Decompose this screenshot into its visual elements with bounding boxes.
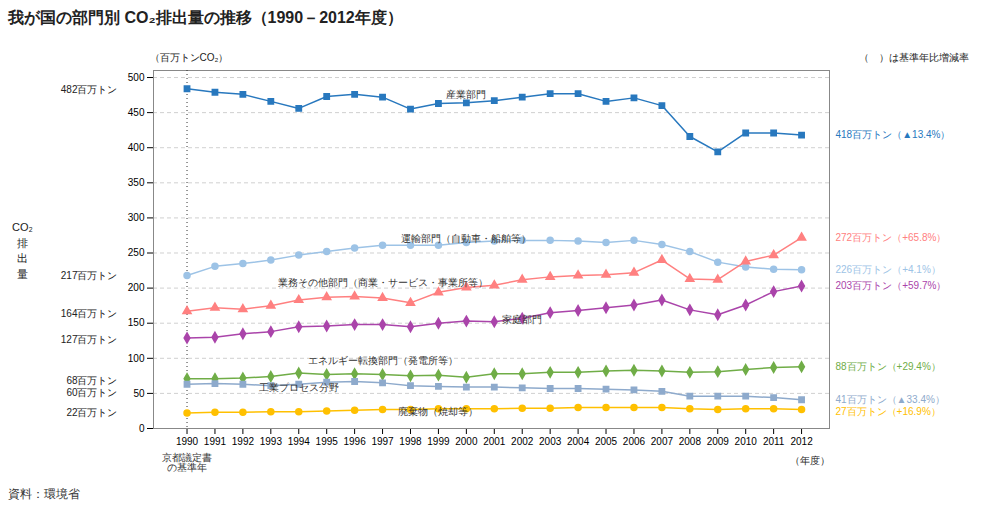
svg-text:1992: 1992 — [232, 436, 255, 447]
svg-text:250: 250 — [128, 247, 145, 258]
svg-text:2011: 2011 — [763, 436, 785, 447]
svg-text:1994: 1994 — [288, 436, 311, 447]
svg-text:2012: 2012 — [790, 436, 813, 447]
svg-text:2002: 2002 — [511, 436, 534, 447]
svg-text:127百万トン: 127百万トン — [61, 334, 118, 345]
svg-text:68百万トン: 68百万トン — [66, 375, 117, 386]
svg-text:CO₂排出量: CO₂排出量 — [12, 221, 33, 279]
svg-text:家庭部門: 家庭部門 — [502, 314, 542, 325]
svg-text:工業プロセス分野: 工業プロセス分野 — [259, 382, 339, 393]
svg-text:1995: 1995 — [316, 436, 339, 447]
svg-text:京都議定書の基準年: 京都議定書の基準年 — [162, 452, 212, 473]
svg-text:100: 100 — [128, 353, 145, 364]
svg-text:418百万トン（▲13.4%）: 418百万トン（▲13.4%） — [836, 129, 951, 140]
svg-text:450: 450 — [128, 107, 145, 118]
svg-text:1998: 1998 — [399, 436, 422, 447]
svg-text:2000: 2000 — [455, 436, 478, 447]
svg-text:226百万トン（+4.1%）: 226百万トン（+4.1%） — [836, 264, 941, 275]
svg-text:2009: 2009 — [707, 436, 730, 447]
svg-text:2007: 2007 — [651, 436, 674, 447]
svg-text:0: 0 — [139, 423, 145, 434]
svg-text:2004: 2004 — [567, 436, 590, 447]
svg-text:217百万トン: 217百万トン — [61, 270, 118, 281]
svg-text:2008: 2008 — [679, 436, 702, 447]
svg-text:2003: 2003 — [539, 436, 562, 447]
svg-text:150: 150 — [128, 317, 145, 328]
svg-text:200: 200 — [128, 282, 145, 293]
svg-text:60百万トン: 60百万トン — [66, 387, 117, 398]
svg-text:（百万トンCO₂）: （百万トンCO₂） — [150, 52, 229, 63]
svg-text:1991: 1991 — [204, 436, 227, 447]
html-text:資料：環境省: 資料：環境省 — [8, 487, 80, 501]
svg-text:88百万トン（+29.4%）: 88百万トン（+29.4%） — [836, 361, 941, 372]
svg-text:1993: 1993 — [260, 436, 283, 447]
svg-text:400: 400 — [128, 142, 145, 153]
svg-text:22百万トン: 22百万トン — [66, 407, 117, 418]
svg-text:203百万トン（+59.7%）: 203百万トン（+59.7%） — [836, 280, 947, 291]
svg-text:2001: 2001 — [483, 436, 506, 447]
svg-text:41百万トン（▲33.4%）: 41百万トン（▲33.4%） — [836, 394, 945, 405]
svg-text:482百万トン: 482百万トン — [61, 84, 118, 95]
svg-text:1997: 1997 — [371, 436, 394, 447]
svg-text:2006: 2006 — [623, 436, 646, 447]
html-text:我が国の部門別 CO₂排出量の推移（1990－2012年度）: 我が国の部門別 CO₂排出量の推移（1990－2012年度） — [8, 9, 403, 26]
svg-text:廃棄物（焼却等）: 廃棄物（焼却等） — [398, 406, 478, 417]
svg-text:1999: 1999 — [427, 436, 450, 447]
svg-text:（年度）: （年度） — [790, 455, 830, 466]
svg-text:（ ）は基準年比増減率: （ ）は基準年比増減率 — [859, 52, 969, 63]
svg-text:1990: 1990 — [176, 436, 199, 447]
svg-text:272百万トン（+65.8%）: 272百万トン（+65.8%） — [836, 232, 947, 243]
svg-text:300: 300 — [128, 212, 145, 223]
svg-text:2005: 2005 — [595, 436, 618, 447]
svg-text:運輸部門（自動車・船舶等）: 運輸部門（自動車・船舶等） — [401, 233, 531, 244]
svg-text:産業部門: 産業部門 — [446, 89, 486, 100]
svg-text:1996: 1996 — [343, 436, 366, 447]
svg-text:2010: 2010 — [735, 436, 758, 447]
svg-text:164百万トン: 164百万トン — [61, 308, 118, 319]
svg-text:業務その他部門（商業・サービス・事業所等）: 業務その他部門（商業・サービス・事業所等） — [278, 277, 488, 288]
svg-text:350: 350 — [128, 177, 145, 188]
svg-text:27百万トン（+16.9%）: 27百万トン（+16.9%） — [836, 406, 941, 417]
svg-text:500: 500 — [128, 72, 145, 83]
svg-text:50: 50 — [133, 388, 145, 399]
svg-text:エネルギー転換部門（発電所等）: エネルギー転換部門（発電所等） — [308, 355, 458, 366]
